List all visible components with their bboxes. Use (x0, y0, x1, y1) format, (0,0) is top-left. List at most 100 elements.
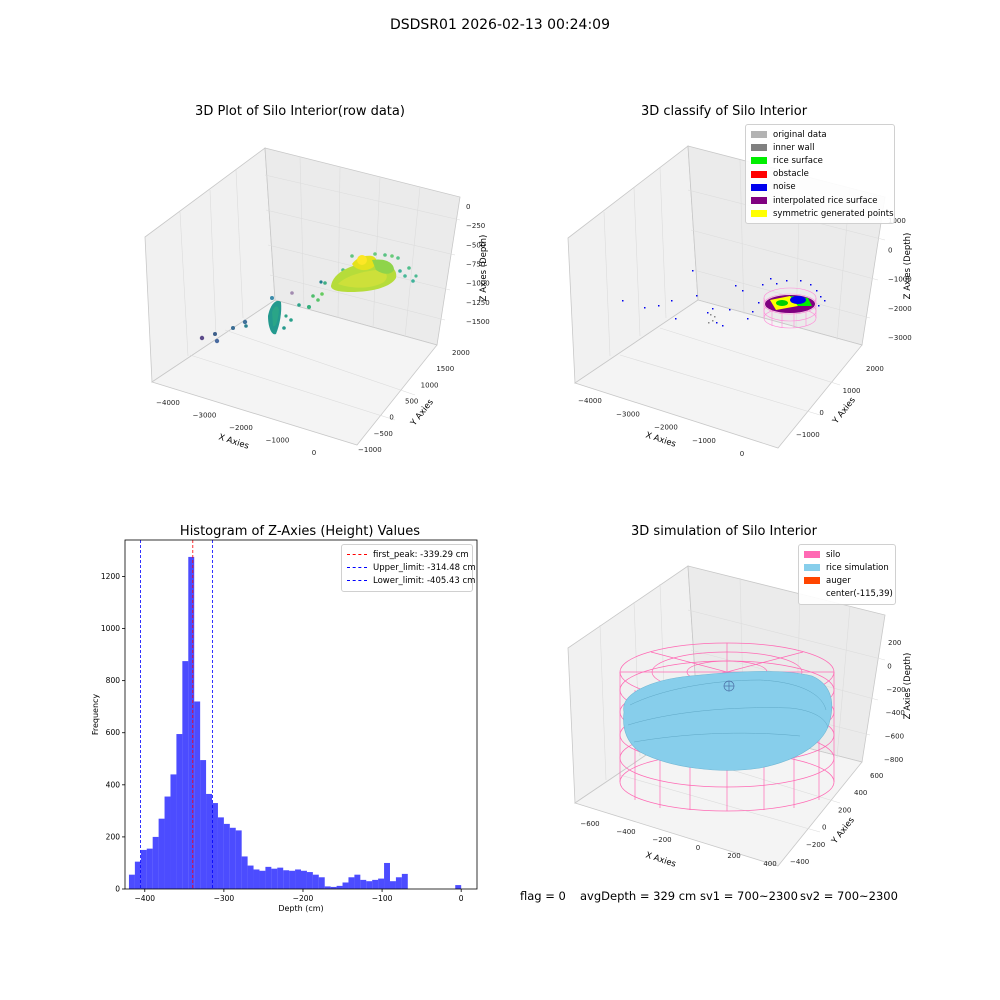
histogram-bar (342, 882, 349, 889)
panel1-y-tick-label: 1000 (421, 381, 439, 389)
panel2-legend-item: inner wall (751, 141, 889, 154)
histogram-bar (194, 701, 201, 889)
avg-depth-text: avgDepth = 329 cm (580, 889, 697, 903)
histogram-bar (295, 869, 301, 889)
panel4-x-tick-label: 400 (763, 860, 776, 868)
panel1-z-tick-label: −750 (466, 261, 485, 269)
panel1-point (311, 294, 315, 298)
panel1-point (396, 256, 400, 260)
panel4-x-tick-label: −200 (652, 836, 671, 844)
panel2-zticks: 1000 0 −1000 −2000 −3000 (888, 217, 912, 342)
panel4-legend: silo rice simulation auger center(-115,39) (798, 544, 896, 605)
panel1-point (242, 319, 248, 325)
histogram-bar (395, 877, 402, 889)
panel1-surface (338, 270, 387, 288)
panel4-xticks: −600 −400 −200 0 200 400 (580, 820, 776, 868)
panel1-point (290, 291, 294, 295)
panel2-legend: original data inner wall rice surface obsta… (745, 124, 895, 225)
panel2-x-tick-label: 0 (740, 450, 744, 458)
histogram-y-tick-label: 600 (106, 728, 121, 737)
histogram-bar (247, 865, 254, 889)
panel1-point (383, 253, 387, 257)
panel1-z-tick-label: 0 (466, 203, 470, 211)
panel2-legend-label: obstacle (773, 169, 809, 180)
panel2-legend-label: symmetric generated points (773, 208, 894, 219)
panel4-yticks: −400 −200 0 200 400 600 (790, 772, 883, 866)
panel1-point (407, 266, 411, 270)
panel2-z-tick-label: 1000 (888, 217, 906, 225)
panel4-x-tick-label: 200 (727, 852, 740, 860)
panel1-point (319, 280, 323, 284)
panel1-point (244, 324, 248, 328)
histogram-x-tick-label: −300 (214, 894, 235, 903)
histogram-y-tick-label: 1200 (101, 572, 120, 581)
panel1-point (297, 303, 301, 307)
histogram-x-tick-label: −100 (372, 894, 393, 903)
histogram-bar (389, 881, 396, 889)
histogram-x-tick-label: −200 (293, 894, 314, 903)
panel4-y-tick-label: −400 (790, 858, 809, 866)
histogram-bar (229, 827, 236, 889)
panel4-auger (723, 680, 735, 692)
panel2-legend-item: interpolated rice surface (751, 194, 889, 207)
histogram-bar (372, 879, 379, 889)
histogram-bar (366, 881, 373, 889)
panel1-z-tick-label: −500 (466, 241, 485, 249)
panel3-legend-label: Upper_limit: -314.48 cm (373, 562, 476, 573)
panel4-y-tick-label: 0 (822, 824, 826, 832)
panel3-legend-swatch (347, 567, 367, 569)
panel1-title: 3D Plot of Silo Interior(row data) (195, 104, 405, 119)
panel3-legend: first_peak: -339.29 cm Upper_limit: -314.… (341, 544, 476, 592)
panel4-y-tick-label: 600 (870, 772, 883, 780)
panel2-x-tick-label: −4000 (578, 397, 602, 405)
figure-title: DSDSR01 2026-02-13 00:24:09 (389, 17, 610, 33)
histogram-bar (271, 868, 278, 889)
panel4-y-tick-label: 200 (838, 806, 851, 814)
panel4-legend-swatch (804, 564, 820, 572)
panel1-point (282, 326, 286, 330)
panel4-legend-item: rice simulation (804, 561, 890, 574)
histogram-bar (152, 836, 159, 889)
panel2-legend-swatch (751, 170, 767, 178)
panel2-rice-surface (765, 295, 815, 313)
panel4-zlabel: Z Axies (Depth) (903, 653, 913, 720)
histogram-bar (176, 734, 183, 889)
panel1-point (414, 274, 418, 278)
histogram-bar (360, 879, 367, 889)
panel2-legend-swatch (751, 183, 767, 191)
panel3-legend-label: Lower_limit: -405.43 cm (373, 575, 476, 586)
histogram-bar (134, 861, 141, 889)
panel4-legend-label: rice simulation (826, 562, 889, 573)
panel1-x-tick-label: −1000 (266, 437, 290, 445)
histogram-bar (140, 849, 147, 889)
panel4-ylabel: Y Axies (829, 815, 857, 847)
panel2-legend-swatch (751, 144, 767, 152)
histogram-bar (223, 823, 230, 889)
histogram-bar (170, 774, 177, 889)
histogram-bar (158, 818, 165, 889)
panel1-point (270, 296, 274, 300)
panel2-z-tick-label: 0 (888, 246, 892, 254)
histogram-ylabel: Frequency (91, 694, 100, 736)
panel2-x-tick-label: −2000 (654, 424, 678, 432)
panel4-y-tick-label: −200 (806, 841, 825, 849)
panel1-plot: −4000 −3000 −2000 −1000 0 −1000 −500 0 500 1000 1… (144, 147, 490, 457)
histogram-y-tick-label: 0 (115, 885, 120, 894)
panel4-legend-label: auger (826, 575, 851, 586)
panel4-z-tick-label: −800 (884, 756, 903, 764)
histogram-bar (348, 877, 355, 889)
panel2-zlabel: Z Axies (Depth) (903, 233, 913, 300)
panel1-x-tick-label: 0 (312, 449, 316, 457)
panel4-legend-swatch (804, 551, 820, 559)
panel4-legend-item: silo (804, 548, 890, 561)
panel1-surface (272, 306, 279, 327)
panel4-x-tick-label: −600 (580, 820, 599, 828)
panel2-legend-label: rice surface (773, 155, 823, 166)
histogram-bar (212, 803, 218, 889)
histogram-xlabel: Depth (cm) (278, 904, 323, 913)
histogram-bar (354, 874, 361, 889)
panel2-legend-swatch (751, 131, 767, 139)
histogram-bar (206, 793, 213, 889)
panel2-z-tick-label: −2000 (888, 305, 912, 313)
panel1-surface (357, 255, 367, 265)
